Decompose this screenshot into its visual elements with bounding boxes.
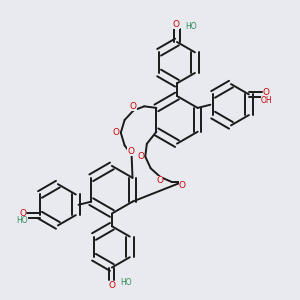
Text: O: O — [137, 152, 144, 161]
Text: O: O — [113, 128, 120, 137]
Text: O: O — [108, 280, 116, 290]
Text: O: O — [128, 147, 134, 156]
Text: HO: HO — [185, 22, 197, 31]
Text: O: O — [179, 181, 186, 190]
Text: HO: HO — [17, 216, 28, 225]
Text: O: O — [156, 176, 163, 185]
Text: HO: HO — [120, 278, 131, 287]
Text: O: O — [173, 20, 180, 29]
Text: O: O — [19, 209, 26, 218]
Text: OH: OH — [260, 96, 272, 105]
Text: O: O — [130, 102, 137, 111]
Text: O: O — [263, 88, 270, 97]
